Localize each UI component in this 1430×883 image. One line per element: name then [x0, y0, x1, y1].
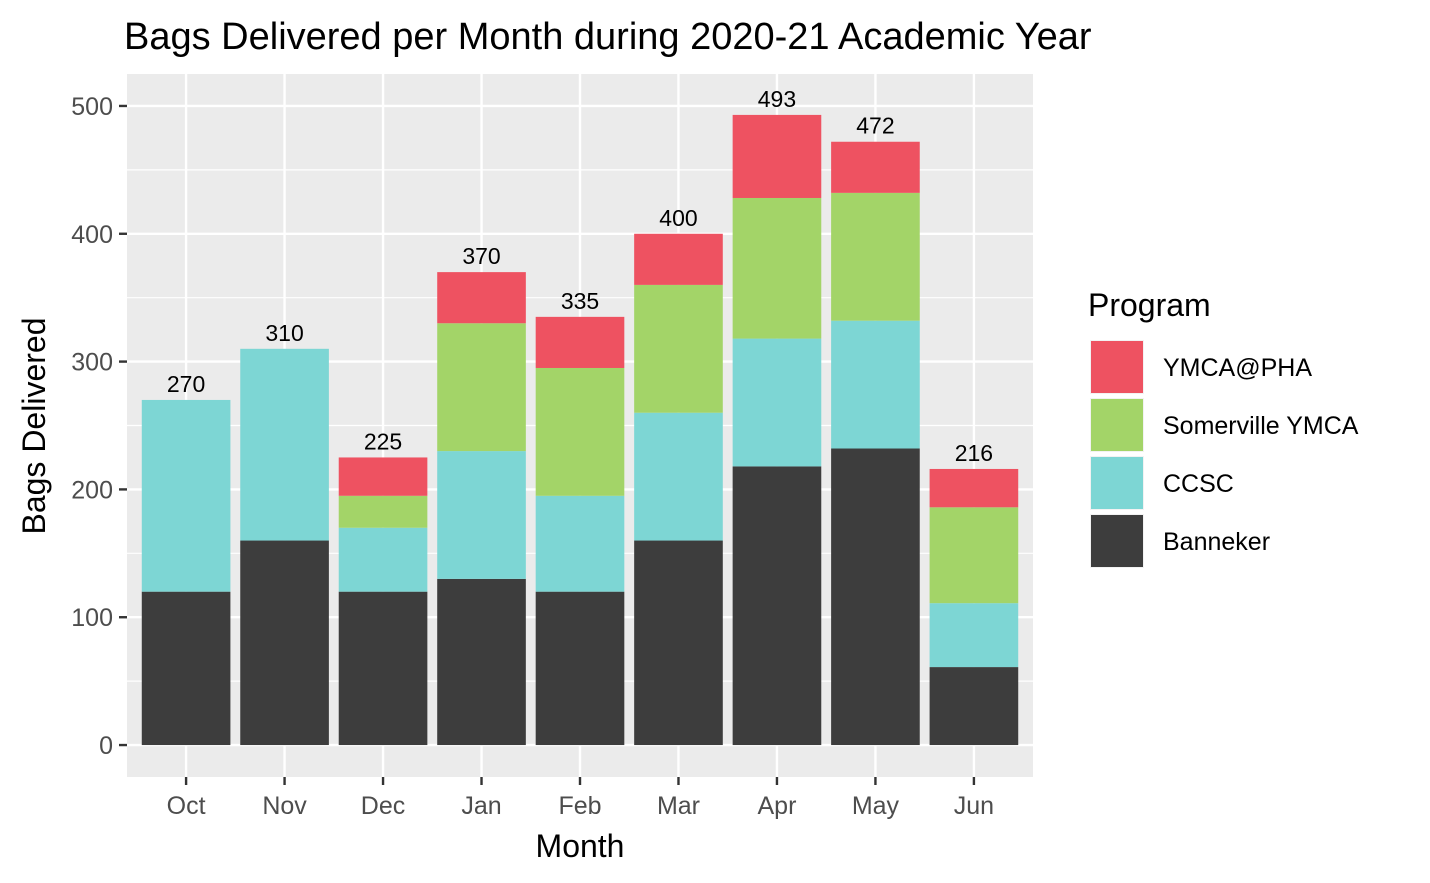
legend-swatch-ymca-pha — [1091, 341, 1143, 393]
x-tick-label-feb: Feb — [558, 792, 601, 820]
bar-banneker-may — [831, 448, 920, 746]
bar-banneker-apr — [732, 466, 822, 746]
total-label-feb: 335 — [561, 288, 599, 314]
bar-ymca-pha-apr — [732, 114, 822, 198]
total-label-oct: 270 — [167, 371, 205, 397]
bar-somerville-ymca-apr — [732, 197, 822, 339]
x-tick-label-jan: Jan — [461, 792, 501, 820]
legend-swatch-banneker — [1091, 515, 1143, 567]
bar-ccsc-mar — [634, 412, 723, 541]
total-label-dec: 225 — [364, 428, 402, 454]
bar-ccsc-may — [831, 320, 920, 449]
total-label-jun: 216 — [955, 440, 993, 466]
bar-banneker-jun — [929, 667, 1019, 746]
total-label-mar: 400 — [659, 205, 697, 231]
legend-label-ymca-pha: YMCA@PHA — [1163, 354, 1312, 382]
bar-banneker-mar — [634, 540, 723, 746]
bar-ccsc-oct — [141, 399, 231, 592]
x-tick-label-nov: Nov — [262, 792, 307, 820]
legend-label-somerville-ymca: Somerville YMCA — [1163, 412, 1359, 440]
bar-somerville-ymca-jun — [929, 507, 1019, 604]
x-axis-title: Month — [536, 828, 625, 864]
x-tick-label-dec: Dec — [361, 792, 405, 820]
legend-swatch-somerville-ymca — [1091, 399, 1143, 451]
legend: Program YMCA@PHA Somerville YMCA CCSC Banne… — [1088, 287, 1359, 568]
bar-somerville-ymca-mar — [634, 284, 723, 413]
bar-ccsc-apr — [732, 338, 822, 467]
y-tick-label: 100 — [71, 604, 113, 632]
legend-label-banneker: Banneker — [1163, 528, 1270, 556]
y-tick-label: 300 — [71, 349, 113, 377]
bar-ymca-pha-jun — [929, 468, 1019, 508]
bar-ymca-pha-dec — [338, 457, 428, 496]
bar-somerville-ymca-dec — [338, 495, 428, 528]
y-axis: 0 100 200 300 400 500 — [71, 93, 127, 760]
total-value-labels: 270 310 225 370 335 400 493 472 216 — [167, 86, 993, 466]
bar-ymca-pha-may — [831, 141, 920, 193]
bar-somerville-ymca-jan — [437, 323, 526, 452]
x-tick-label-apr: Apr — [758, 792, 797, 820]
total-label-may: 472 — [856, 113, 894, 139]
bar-ccsc-dec — [338, 527, 428, 592]
bar-banneker-oct — [141, 591, 231, 746]
x-axis: Oct Nov Dec Jan Feb Mar Apr May Jun — [167, 777, 994, 820]
bar-banneker-nov — [240, 540, 329, 746]
x-tick-label-oct: Oct — [167, 792, 206, 820]
y-tick-label: 200 — [71, 476, 113, 504]
total-label-jan: 370 — [462, 243, 500, 269]
total-label-apr: 493 — [758, 86, 796, 112]
bar-ymca-pha-mar — [634, 233, 723, 285]
bar-ccsc-jan — [437, 451, 526, 579]
bars — [141, 114, 1019, 746]
bar-ccsc-nov — [240, 348, 329, 541]
bar-ccsc-jun — [929, 603, 1019, 668]
bar-ymca-pha-feb — [535, 316, 625, 368]
legend-label-ccsc: CCSC — [1163, 470, 1234, 498]
total-label-nov: 310 — [265, 320, 303, 346]
y-tick-label: 500 — [71, 93, 113, 121]
bar-banneker-jan — [437, 578, 526, 746]
bar-ymca-pha-jan — [437, 272, 526, 324]
y-axis-title: Bags Delivered — [16, 318, 52, 535]
y-tick-label: 400 — [71, 221, 113, 249]
bar-banneker-feb — [535, 591, 625, 746]
y-tick-label: 0 — [99, 732, 113, 760]
x-tick-label-may: May — [852, 792, 900, 820]
chart-title: Bags Delivered per Month during 2020-21 … — [124, 16, 1092, 58]
bar-somerville-ymca-may — [831, 192, 920, 321]
legend-title: Program — [1088, 287, 1211, 323]
bar-somerville-ymca-feb — [535, 367, 625, 496]
bar-ccsc-feb — [535, 495, 625, 592]
x-tick-label-jun: Jun — [954, 792, 994, 820]
bar-banneker-dec — [338, 591, 428, 746]
x-tick-label-mar: Mar — [657, 792, 700, 820]
legend-swatch-ccsc — [1091, 457, 1143, 509]
